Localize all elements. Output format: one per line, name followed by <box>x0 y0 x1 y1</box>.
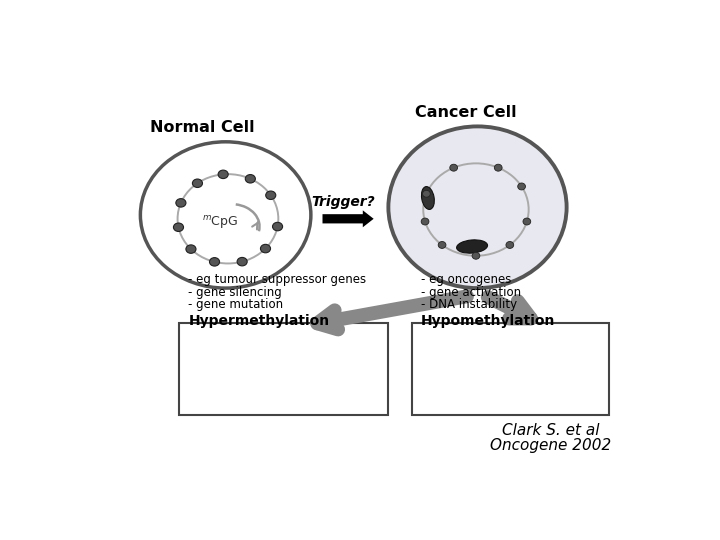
Ellipse shape <box>456 240 487 253</box>
Text: - eg oncogenes: - eg oncogenes <box>421 273 511 286</box>
Ellipse shape <box>218 170 228 179</box>
Ellipse shape <box>495 164 502 171</box>
Bar <box>412 323 609 415</box>
Ellipse shape <box>246 174 256 183</box>
Text: Normal Cell: Normal Cell <box>150 120 255 136</box>
Ellipse shape <box>388 126 567 288</box>
Text: Clark S. et al: Clark S. et al <box>503 423 600 438</box>
Ellipse shape <box>438 241 446 248</box>
Text: - DNA instability: - DNA instability <box>421 298 517 311</box>
FancyArrow shape <box>323 211 374 227</box>
Text: Trigger?: Trigger? <box>312 195 375 209</box>
Ellipse shape <box>506 241 513 248</box>
Ellipse shape <box>423 190 431 197</box>
Ellipse shape <box>518 183 526 190</box>
Text: - eg tumour suppressor genes: - eg tumour suppressor genes <box>189 273 366 286</box>
Text: - gene activation: - gene activation <box>421 286 521 299</box>
Text: Hypermethylation: Hypermethylation <box>189 314 330 327</box>
Ellipse shape <box>192 179 202 187</box>
Text: Cancer Cell: Cancer Cell <box>415 105 517 120</box>
Ellipse shape <box>266 191 276 199</box>
Ellipse shape <box>210 258 220 266</box>
Ellipse shape <box>174 223 184 232</box>
Text: Oncogene 2002: Oncogene 2002 <box>490 438 612 454</box>
Ellipse shape <box>186 245 196 253</box>
Ellipse shape <box>450 164 457 171</box>
Bar <box>179 323 388 415</box>
Ellipse shape <box>261 244 271 253</box>
Text: - gene mutation: - gene mutation <box>189 298 284 311</box>
Ellipse shape <box>237 258 247 266</box>
Ellipse shape <box>421 187 434 210</box>
Ellipse shape <box>421 218 429 225</box>
Ellipse shape <box>273 222 282 231</box>
Text: - gene silencing: - gene silencing <box>189 286 282 299</box>
Ellipse shape <box>523 218 531 225</box>
Text: $^{m}$CpG: $^{m}$CpG <box>202 214 238 231</box>
Ellipse shape <box>176 199 186 207</box>
Ellipse shape <box>472 252 480 259</box>
Text: Hypomethylation: Hypomethylation <box>421 314 555 327</box>
